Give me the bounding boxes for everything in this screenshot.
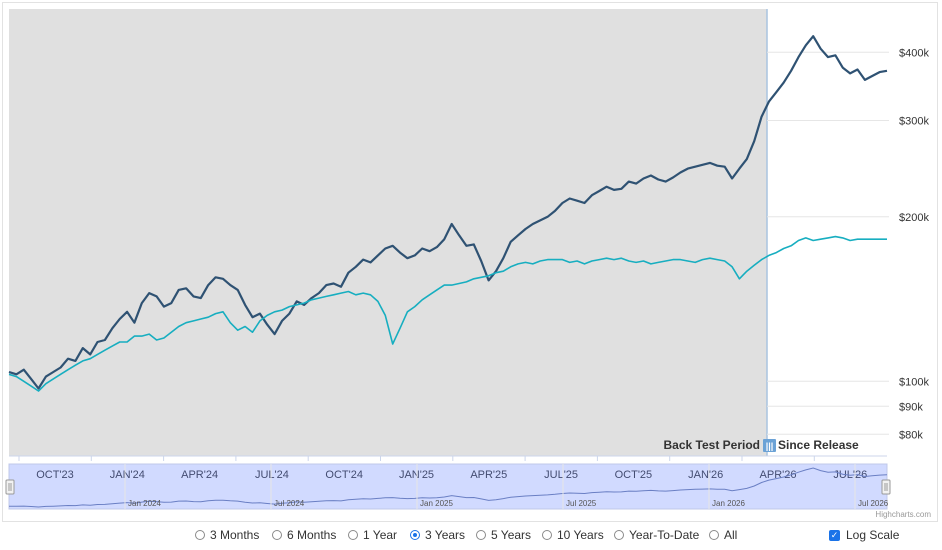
x-tick-label: JAN'26 [688,469,723,481]
y-tick-label: $100k [899,376,929,388]
navigator-tick-label: Jan 2026 [712,499,745,508]
radio-icon[interactable] [542,530,552,540]
radio-icon[interactable] [614,530,624,540]
range-option-all[interactable]: All [709,528,737,542]
y-tick-label: $80k [899,429,923,441]
range-option-label: 6 Months [287,528,337,542]
range-option-1-year[interactable]: 1 Year [348,528,397,542]
x-tick-label: OCT'24 [325,469,363,481]
highcharts-credit[interactable]: Highcharts.com [875,510,931,519]
x-tick-label: JUL'24 [255,469,289,481]
radio-icon[interactable] [476,530,486,540]
navigator-tick-label: Jan 2024 [128,499,161,508]
y-tick-label: $200k [899,212,929,224]
period-handle-glyph: ||| [766,441,774,451]
y-tick-label: $300k [899,116,929,128]
backtest-period-band [9,9,767,456]
log-scale-label: Log Scale [846,528,900,542]
x-tick-label: OCT'23 [36,469,74,481]
range-option-label: All [724,528,738,542]
range-option-label: 3 Months [210,528,260,542]
x-tick-label: JUL'25 [544,469,578,481]
radio-icon[interactable] [272,530,282,540]
range-option-label: 3 Years [425,528,466,542]
range-option-10-years[interactable]: 10 Years [542,528,604,542]
navigator-series [8,467,888,508]
series-line-2 [8,235,887,392]
range-option-3-years[interactable]: 3 Years [410,528,465,542]
y-tick-label: $400k [899,47,929,59]
radio-icon[interactable] [195,530,205,540]
x-tick-label: APR'24 [181,469,218,481]
range-option-label: 10 Years [557,528,604,542]
x-tick-label: JAN'24 [110,469,145,481]
right-navigator-handle[interactable] [881,479,891,495]
radio-icon[interactable] [348,530,358,540]
since-release-label: Since Release [778,438,859,452]
backtest-period-label: Back Test Period [664,438,760,452]
chart-container: Back Test Period ||| Since Release $80k $… [2,2,938,522]
navigator-tick-label: Jul 2026 [858,499,889,508]
range-option-year-to-date[interactable]: Year-To-Date [614,528,699,542]
x-tick-label: OCT'25 [615,469,653,481]
range-option-label: 5 Years [491,528,532,542]
x-tick-label: APR'25 [470,469,507,481]
range-option-5-years[interactable]: 5 Years [476,528,531,542]
range-option-3-months[interactable]: 3 Months [195,528,259,542]
checkbox-checked-icon[interactable]: ✓ [829,529,840,541]
y-tick-label: $90k [899,401,923,413]
range-option-6-months[interactable]: 6 Months [272,528,336,542]
navigator-tick-label: Jul 2025 [566,499,597,508]
x-tick-label: APR'26 [760,469,797,481]
period-handle-icon[interactable] [763,439,776,452]
radio-icon[interactable] [709,530,719,540]
performance-chart: Back Test Period ||| Since Release $80k $… [5,9,931,519]
log-scale-toggle[interactable]: ✓ Log Scale [829,528,899,542]
range-option-label: 1 Year [363,528,398,542]
left-navigator-handle[interactable] [5,479,15,495]
navigator-tick-label: Jan 2025 [420,499,453,508]
navigator-tick-label: Jul 2024 [274,499,305,508]
range-selector: 3 Months 6 Months 1 Year 3 Years 5 Years 10 Y… [0,526,942,546]
range-option-label: Year-To-Date [629,528,700,542]
radio-icon[interactable] [410,530,420,540]
series-line-1 [8,35,888,390]
